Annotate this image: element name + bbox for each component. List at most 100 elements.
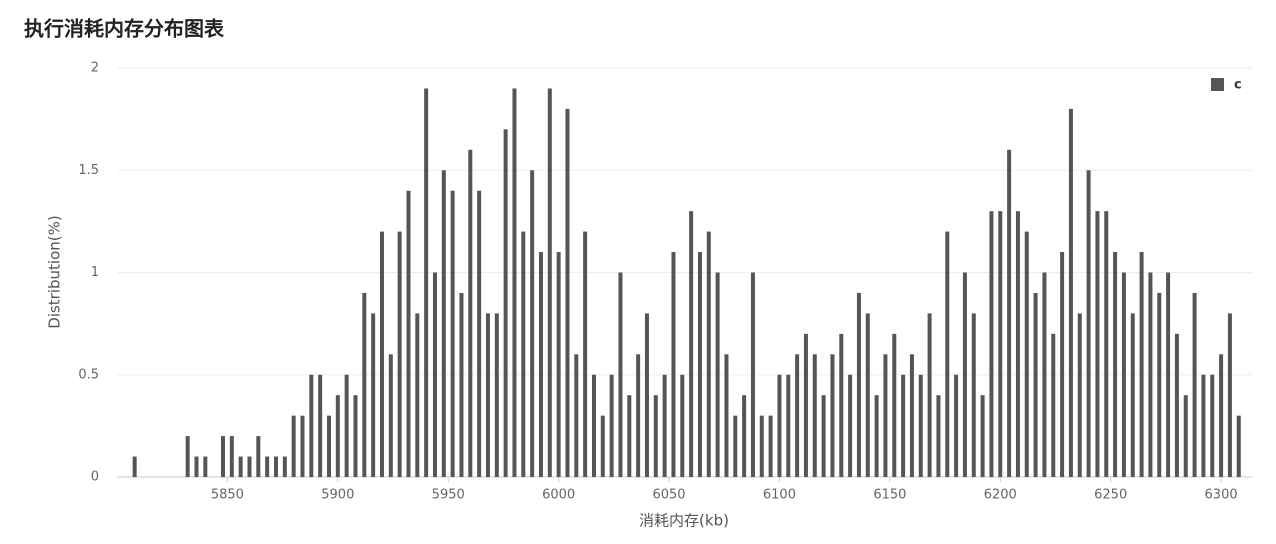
bar <box>265 456 270 477</box>
x-tick-label: 6150 <box>873 488 906 503</box>
bar <box>185 436 190 477</box>
bar <box>750 272 755 477</box>
bar <box>485 313 490 477</box>
bar <box>689 211 694 477</box>
bar <box>503 129 508 477</box>
bar <box>1157 292 1162 477</box>
bar <box>220 436 225 477</box>
bar <box>477 190 482 477</box>
bar <box>291 415 296 477</box>
bar <box>406 190 411 477</box>
bar <box>830 354 835 477</box>
bar <box>512 88 517 477</box>
bar <box>892 333 897 477</box>
x-tick-label: 6050 <box>652 488 685 503</box>
bar <box>865 313 870 477</box>
x-tick-label: 5950 <box>432 488 465 503</box>
bar <box>309 374 314 477</box>
bar <box>203 456 208 477</box>
bar <box>795 354 800 477</box>
bar <box>1121 272 1126 477</box>
bar <box>662 374 667 477</box>
bar <box>547 88 552 477</box>
bar <box>415 313 420 477</box>
bar <box>1139 252 1144 477</box>
bar <box>521 231 526 477</box>
bar <box>909 354 914 477</box>
bar <box>574 354 579 477</box>
bar <box>1033 292 1038 477</box>
bar <box>379 231 384 477</box>
bar <box>424 88 429 477</box>
bar <box>680 374 685 477</box>
bar <box>1148 272 1153 477</box>
bar <box>1104 211 1109 477</box>
bar <box>848 374 853 477</box>
bar <box>1095 211 1100 477</box>
bar <box>432 272 437 477</box>
bar <box>962 272 967 477</box>
bar <box>371 313 376 477</box>
bar <box>1068 108 1073 478</box>
bar <box>777 374 782 477</box>
bar <box>1227 313 1232 477</box>
y-tick-label: 1 <box>91 265 99 280</box>
bar <box>706 231 711 477</box>
bar <box>132 456 137 477</box>
bar <box>644 313 649 477</box>
x-tick-label: 6100 <box>763 488 796 503</box>
bar <box>883 354 888 477</box>
bar <box>459 292 464 477</box>
bar <box>1113 252 1118 477</box>
bar <box>441 170 446 477</box>
legend-label: c <box>1234 78 1242 93</box>
bar <box>353 395 358 477</box>
bar <box>989 211 994 477</box>
bar <box>627 395 632 477</box>
x-tick-label: 5850 <box>211 488 244 503</box>
bar <box>821 395 826 477</box>
bar <box>1015 211 1020 477</box>
chart-title: 执行消耗内存分布图表 <box>24 17 225 41</box>
y-tick-label: 2 <box>91 61 99 76</box>
bar <box>247 456 252 477</box>
x-axis-title: 消耗内存(kb) <box>639 512 729 530</box>
x-tick-label: 5900 <box>321 488 354 503</box>
x-tick-label: 6000 <box>542 488 575 503</box>
bar <box>530 170 535 477</box>
bar <box>1042 272 1047 477</box>
bar <box>759 415 764 477</box>
bar <box>768 415 773 477</box>
bar <box>1166 272 1171 477</box>
bar <box>998 211 1003 477</box>
bar <box>300 415 305 477</box>
bar <box>856 292 861 477</box>
bar <box>1051 333 1056 477</box>
bar <box>786 374 791 477</box>
bar <box>724 354 729 477</box>
bar <box>945 231 950 477</box>
bar <box>839 333 844 477</box>
bar <box>538 252 543 477</box>
bar <box>1060 252 1065 477</box>
bar <box>468 149 473 478</box>
bar <box>618 272 623 477</box>
bar <box>671 252 676 477</box>
bar <box>450 190 455 477</box>
bar <box>715 272 720 477</box>
bar <box>362 292 367 477</box>
bar <box>733 415 738 477</box>
y-tick-label: 1.5 <box>78 163 99 178</box>
bar <box>1210 374 1215 477</box>
bar <box>1024 231 1029 477</box>
bar <box>1130 313 1135 477</box>
bar <box>397 231 402 477</box>
y-axis-title: Distribution(%) <box>46 215 64 328</box>
bar <box>901 374 906 477</box>
bar <box>388 354 393 477</box>
bar <box>609 374 614 477</box>
bar <box>591 374 596 477</box>
bar <box>238 456 243 477</box>
bar <box>273 456 278 477</box>
